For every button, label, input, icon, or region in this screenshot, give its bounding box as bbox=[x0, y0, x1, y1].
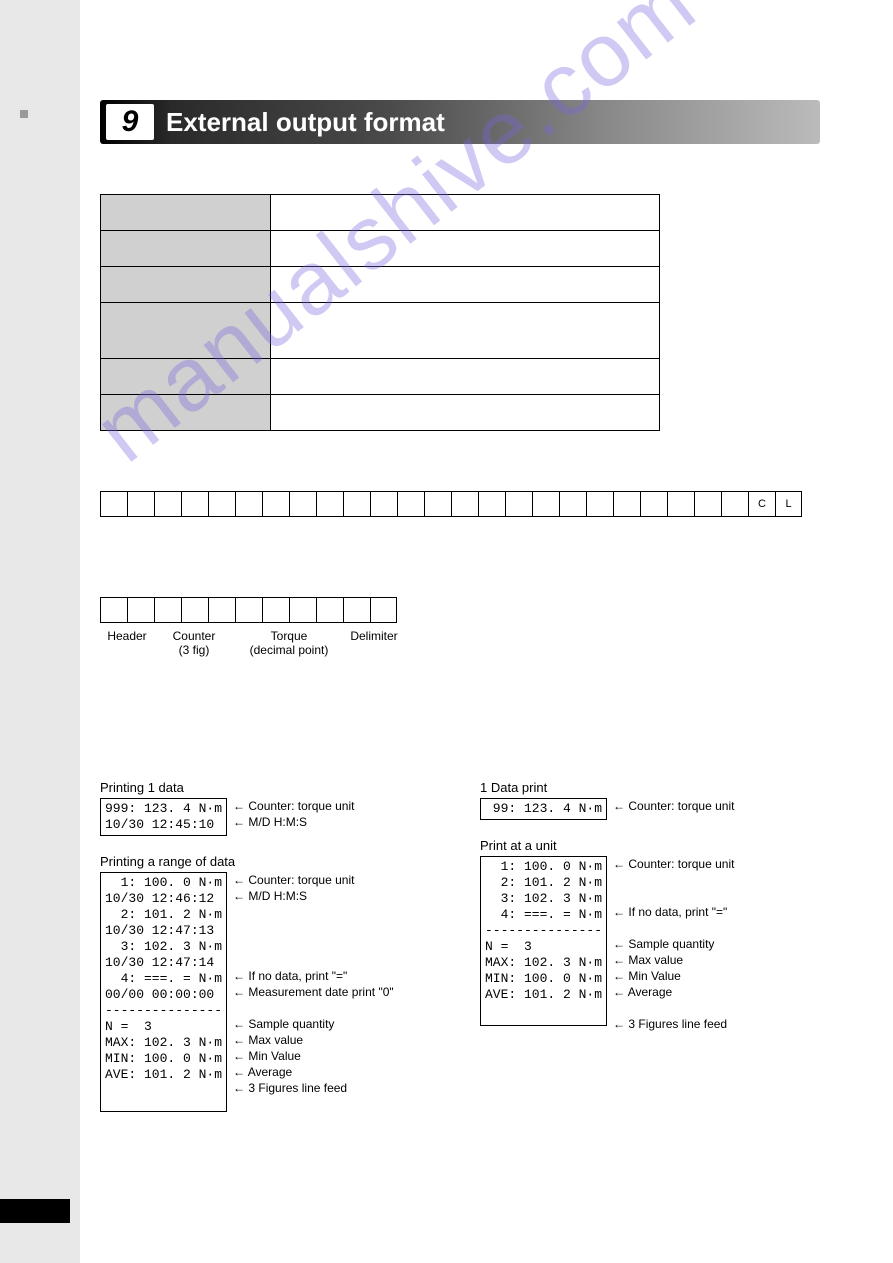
annotation-line: Counter: torque unit bbox=[233, 872, 394, 888]
annotation-line: 3 Figures line feed bbox=[233, 1080, 394, 1096]
page-footer-block bbox=[0, 1199, 70, 1223]
right-annotations-2: Counter: torque unit If no data, print "=… bbox=[613, 856, 734, 1032]
byte-l: L bbox=[775, 491, 802, 517]
right-annotations-1: Counter: torque unit bbox=[613, 798, 734, 814]
table-row bbox=[101, 267, 660, 303]
annotation-line: 3 Figures line feed bbox=[613, 1016, 734, 1032]
spec-label bbox=[101, 195, 271, 231]
print-examples: Printing 1 data 999: 123. 4 N·m 10/30 12… bbox=[100, 780, 820, 1116]
label-counter-sub: (3 fig) bbox=[179, 643, 210, 657]
left-box-1: 999: 123. 4 N·m 10/30 12:45:10 bbox=[100, 798, 227, 836]
spec-table bbox=[100, 194, 660, 431]
label-counter: Counter bbox=[173, 629, 216, 643]
table-row bbox=[101, 303, 660, 359]
annotation-line: Counter: torque unit bbox=[233, 798, 354, 814]
table-row bbox=[101, 231, 660, 267]
right-column: 1 Data print 99: 123. 4 N·m Counter: tor… bbox=[480, 780, 820, 1116]
annotation-line: Counter: torque unit bbox=[613, 798, 734, 814]
annotation-line: Max value bbox=[233, 1032, 394, 1048]
label-delimiter: Delimiter bbox=[344, 629, 404, 657]
label-torque-sub: (decimal point) bbox=[250, 643, 329, 657]
label-torque: Torque bbox=[271, 629, 308, 643]
label-header: Header bbox=[100, 629, 154, 657]
left-box-2: 1: 100. 0 N·m 10/30 12:46:12 2: 101. 2 N… bbox=[100, 872, 227, 1112]
right-box-2: 1: 100. 0 N·m 2: 101. 2 N·m 3: 102. 3 N·… bbox=[480, 856, 607, 1026]
annotation-line: If no data, print "=" bbox=[613, 904, 734, 920]
table-row bbox=[101, 359, 660, 395]
byte-format-row-2 bbox=[100, 597, 820, 623]
chapter-header-bar: 9 External output format bbox=[100, 100, 820, 144]
table-row bbox=[101, 195, 660, 231]
chapter-title: External output format bbox=[166, 107, 445, 138]
margin-tick bbox=[20, 110, 28, 118]
left-column: Printing 1 data 999: 123. 4 N·m 10/30 12… bbox=[100, 780, 440, 1116]
annotation-line: Measurement date print "0" bbox=[233, 984, 394, 1000]
annotation-line: Counter: torque unit bbox=[613, 856, 734, 872]
left-title-1: Printing 1 data bbox=[100, 780, 440, 795]
annotation-line: If no data, print "=" bbox=[233, 968, 394, 984]
right-title-2: Print at a unit bbox=[480, 838, 820, 853]
spec-value bbox=[270, 195, 659, 231]
left-title-2: Printing a range of data bbox=[100, 854, 440, 869]
byte-labels: Header Counter (3 fig) Torque (decimal p… bbox=[100, 629, 820, 657]
annotation-line: Min Value bbox=[613, 968, 734, 984]
byte-c: C bbox=[748, 491, 775, 517]
annotation-line: M/D H:M:S bbox=[233, 888, 394, 904]
annotation-line: Max value bbox=[613, 952, 734, 968]
right-title-1: 1 Data print bbox=[480, 780, 820, 795]
left-annotations-1: Counter: torque unitM/D H:M:S bbox=[233, 798, 354, 830]
annotation-line: Sample quantity bbox=[233, 1016, 394, 1032]
byte-format-row-1: C L bbox=[100, 491, 820, 517]
annotation-line: M/D H:M:S bbox=[233, 814, 354, 830]
left-annotations-2: Counter: torque unitM/D H:M:S If no data,… bbox=[233, 872, 394, 1096]
page-left-margin bbox=[0, 0, 80, 1263]
right-box-1: 99: 123. 4 N·m bbox=[480, 798, 607, 820]
table-row bbox=[101, 395, 660, 431]
annotation-line: Min Value bbox=[233, 1048, 394, 1064]
annotation-line: Sample quantity bbox=[613, 936, 734, 952]
page-content: 9 External output format C L Header Coun… bbox=[100, 100, 820, 657]
annotation-line: Average bbox=[613, 984, 734, 1000]
annotation-line: Average bbox=[233, 1064, 394, 1080]
chapter-number: 9 bbox=[106, 104, 154, 140]
